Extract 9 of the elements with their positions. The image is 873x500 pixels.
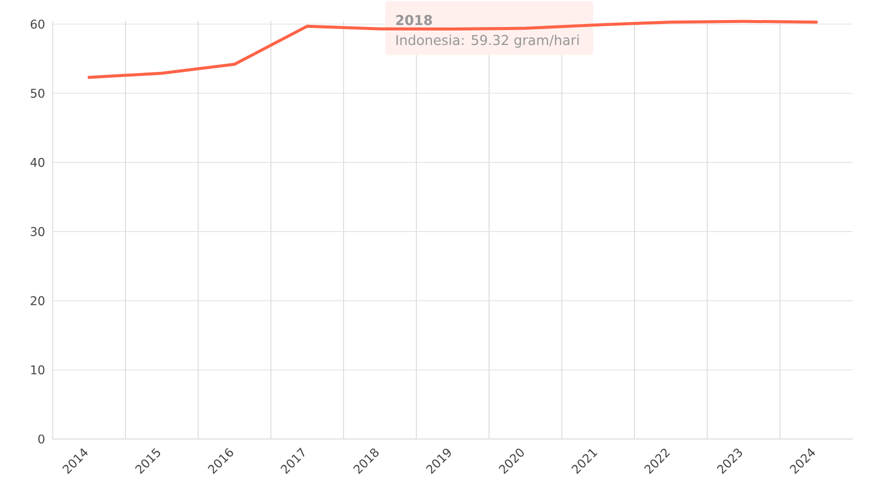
y-tick-label: 40 bbox=[30, 158, 44, 167]
y-tick-label: 20 bbox=[30, 296, 44, 306]
y-tick-label: 0 bbox=[38, 434, 44, 444]
annotation: Indonesia: 59.32 gram/hari bbox=[396, 34, 579, 48]
y-tick-label: 60 bbox=[30, 20, 44, 29]
y-tick-label: 30 bbox=[30, 227, 44, 236]
y-tick-label: 10 bbox=[31, 365, 44, 374]
annotation: 2018 bbox=[396, 14, 432, 26]
y-tick-label: 50 bbox=[30, 88, 44, 98]
